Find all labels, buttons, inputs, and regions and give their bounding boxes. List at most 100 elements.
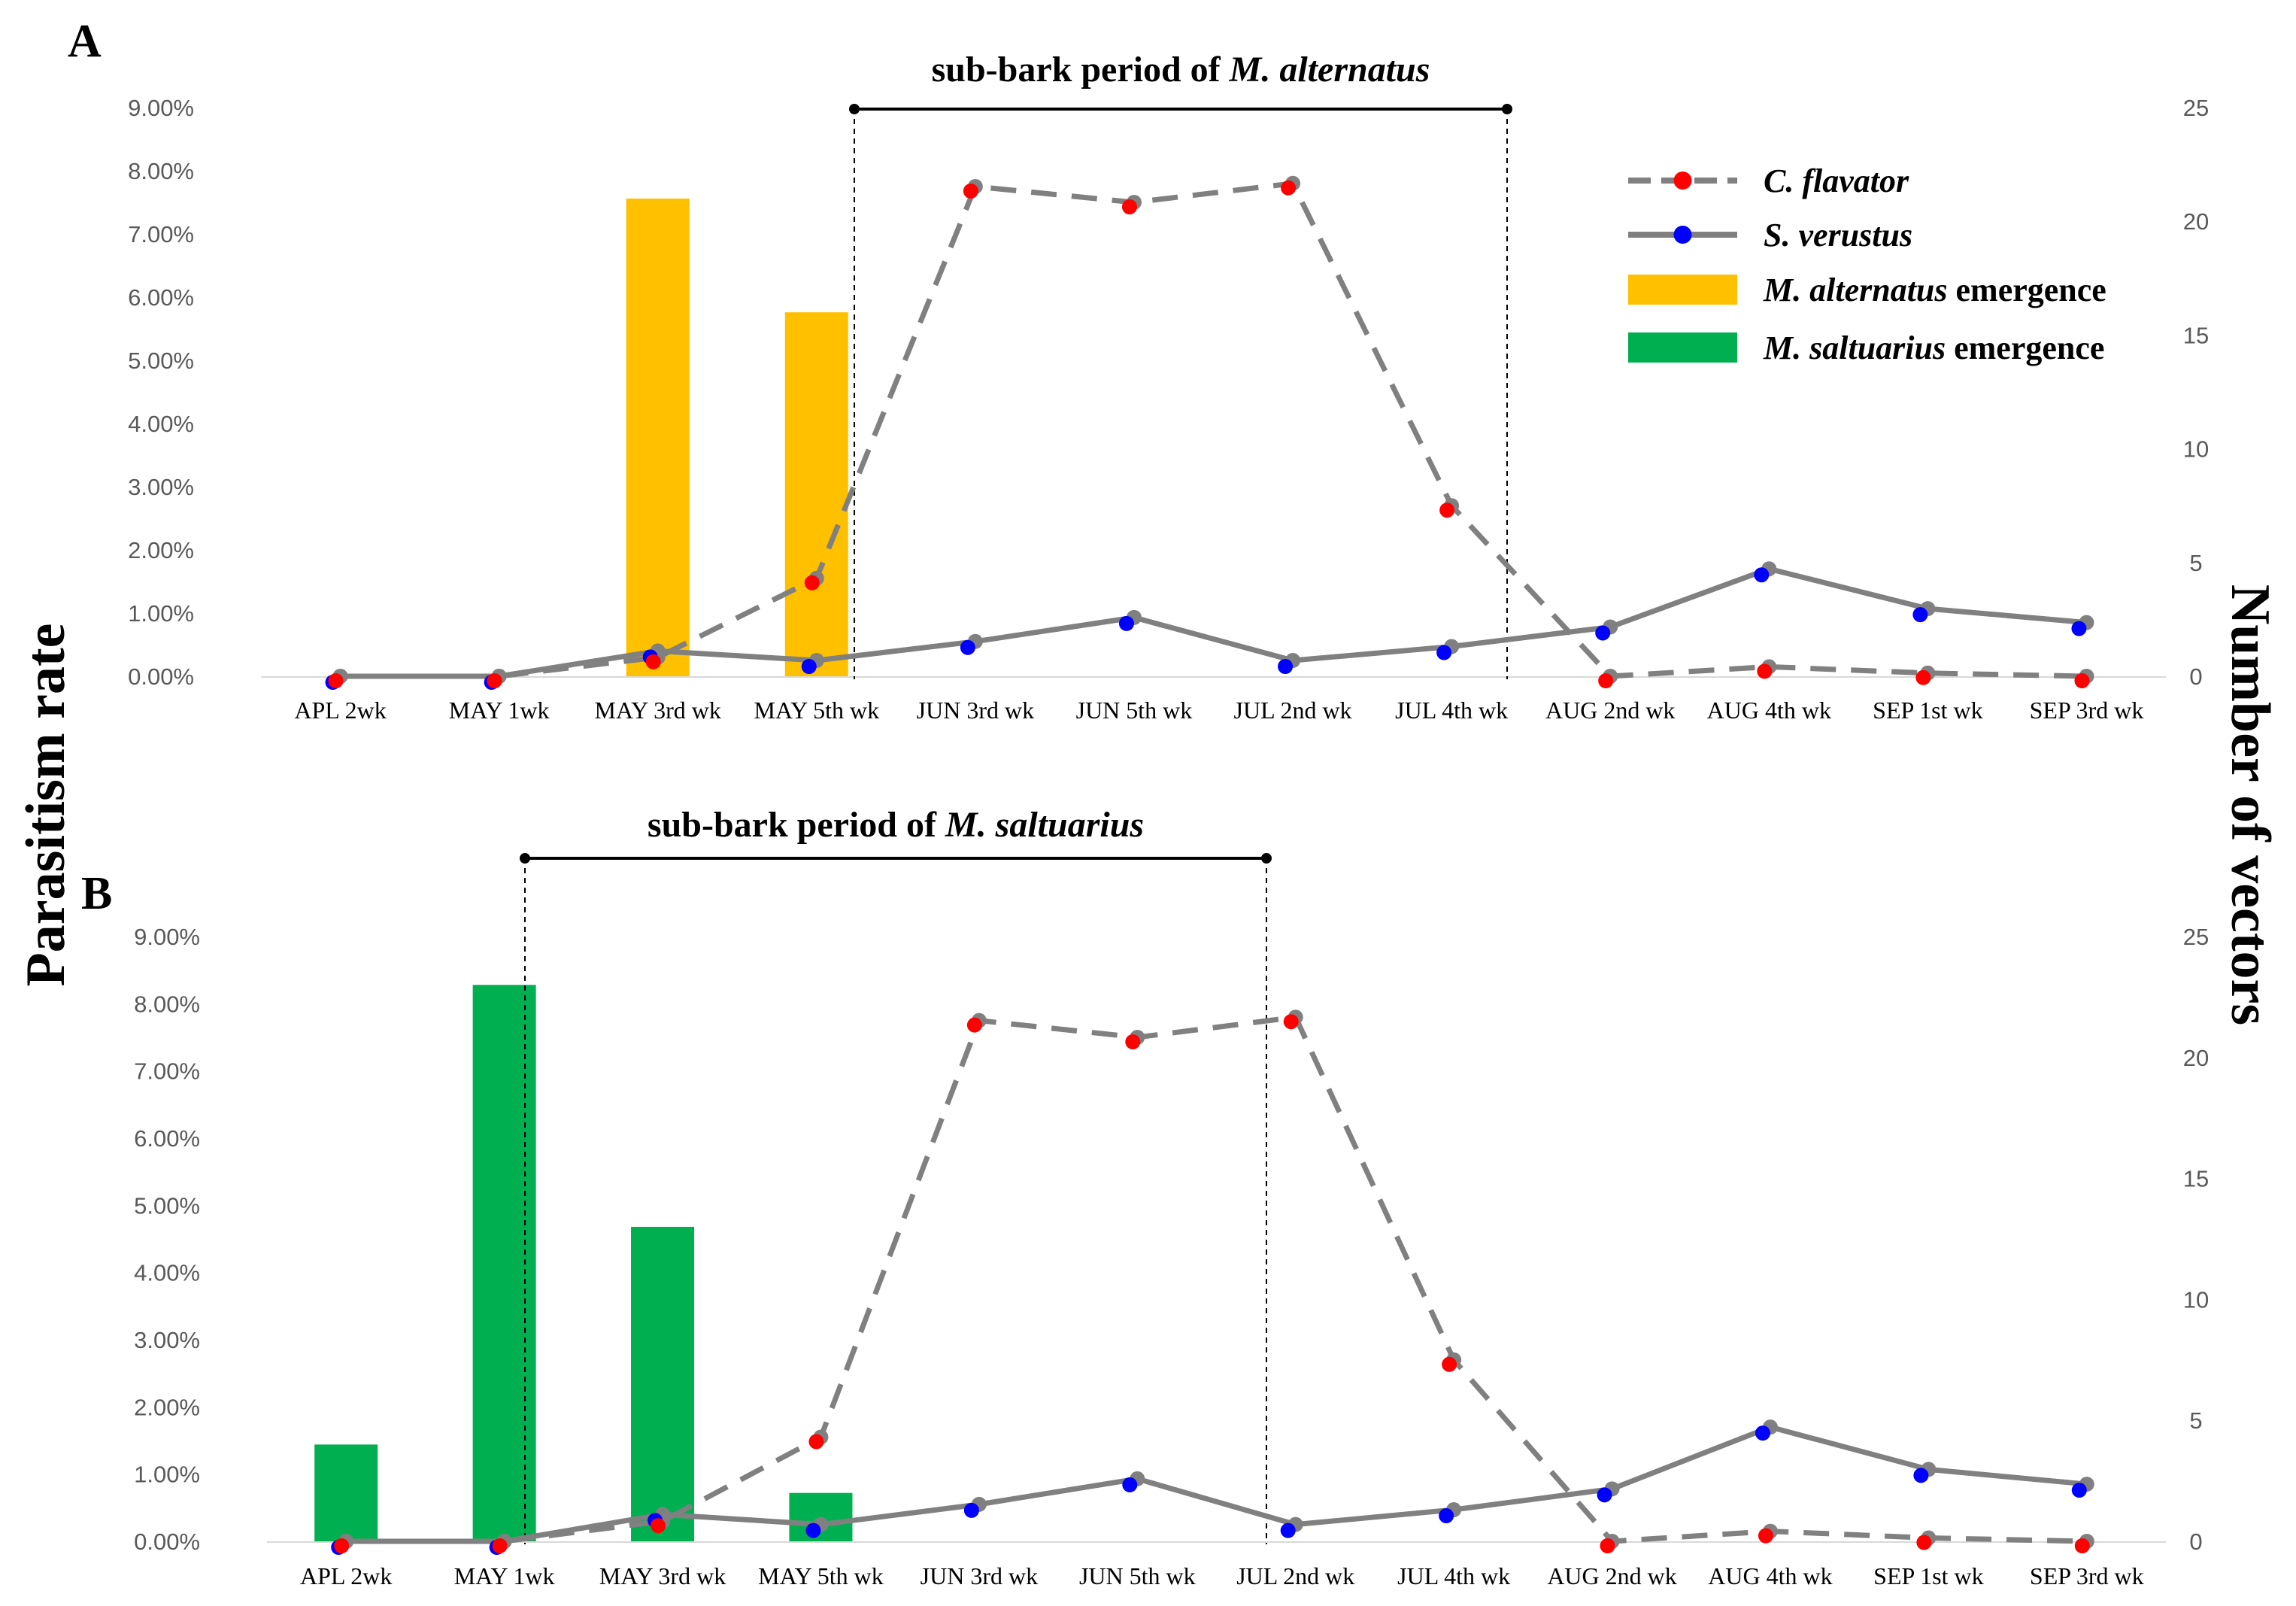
panel-a-c-flavator-point <box>1598 673 1614 688</box>
panel-a-c-flavator-line <box>340 181 2087 679</box>
panel-b-x-tick-label: MAY 1wk <box>454 1562 555 1589</box>
panel-a-period-label: sub-bark period of M. alternatus <box>932 50 1430 90</box>
panel-b-x-tick-label: AUG 4th wk <box>1708 1562 1832 1589</box>
panel-a-c-flavator-point <box>487 673 502 688</box>
panel-b-x-tick-label: MAY 3rd wk <box>599 1562 726 1589</box>
panel-a-y-right-tick: 20 <box>2183 208 2209 235</box>
panel-b-y-right-tick: 15 <box>2183 1166 2209 1192</box>
panel-b-x-tick-label: SEP 1st wk <box>1873 1562 1983 1589</box>
panel-b-c-flavator-point <box>334 1538 350 1553</box>
panel-a-c-flavator-point <box>1281 180 1297 196</box>
legend: C. flavator S. verustus M. alternatus emer… <box>1628 162 2106 366</box>
panel-a-x-tick-label: JUN 5th wk <box>1076 697 1193 724</box>
panel-a-c-flavator-point <box>1121 199 1137 214</box>
panel-a-s-verustus-point <box>1278 659 1294 674</box>
panel-a-s-verustus-point <box>801 659 817 674</box>
panel-a-x-tick-label: MAY 5th wk <box>754 697 880 724</box>
panel-a-emergence-bar <box>626 198 690 677</box>
panel-a-s-verustus-point <box>1912 607 1928 623</box>
panel-a-s-verustus-line <box>340 566 2087 679</box>
panel-b-x-tick-label: JUN 3rd wk <box>921 1562 1038 1589</box>
panel-b-c-flavator-point <box>1916 1535 1932 1550</box>
panel-a-y-left-tick: 2.00% <box>128 537 194 563</box>
legend-m-saltuarius-label: M. saltuarius emergence <box>1763 329 2104 366</box>
panel-a-s-verustus-point <box>1118 615 1134 631</box>
y-axis-right-title: Number of vectors <box>2219 584 2281 1025</box>
panel-b-c-flavator-line <box>346 1014 2087 1544</box>
panel-a-x-tick-label: AUG 2nd wk <box>1545 697 1675 724</box>
panel-b-x-tick-label: JUN 5th wk <box>1079 1562 1196 1589</box>
panel-b-s-verustus-point <box>1280 1523 1296 1538</box>
legend-s-verustus-label: S. verustus <box>1764 217 1912 253</box>
panel-a-y-left-tick: 8.00% <box>128 158 194 184</box>
panel-b-y-right-tick: 20 <box>2183 1045 2209 1071</box>
panel-a-y-left-tick: 9.00% <box>128 95 194 121</box>
panel-b: B 0.00% 1.00% 2.00% 3.00% 4.00% 5.00% 6.00% 7.0… <box>81 805 2209 1589</box>
panel-a-c-flavator-point <box>963 184 978 199</box>
panel-a-y-left-tick: 7.00% <box>128 221 194 247</box>
panel-a-x-tick-label: JUL 4th wk <box>1395 697 1508 724</box>
panel-a-c-flavator-point <box>645 654 661 669</box>
panel-a-x-tick-label: SEP 3rd wk <box>2030 697 2144 724</box>
panel-a-y-left-tick: 3.00% <box>128 474 194 500</box>
panel-b-x-tick-label: SEP 3rd wk <box>2030 1562 2144 1589</box>
panel-b-y-left-tick: 2.00% <box>134 1394 200 1420</box>
panel-a-s-verustus-point <box>1595 625 1611 641</box>
panel-a-x-tick-label: JUL 2nd wk <box>1234 697 1352 724</box>
panel-a-x-tick-label: MAY 3rd wk <box>595 697 721 724</box>
panel-b-x-tick-label: JUL 4th wk <box>1397 1562 1510 1589</box>
panel-a-c-flavator-point <box>1439 502 1455 518</box>
panel-b-s-verustus-point <box>1755 1425 1770 1441</box>
panel-a-c-flavator-point <box>1915 669 1931 685</box>
panel-b-s-verustus-point <box>1913 1468 1929 1483</box>
panel-b-y-left-tick: 7.00% <box>134 1058 200 1085</box>
panel-b-y-left-tick: 5.00% <box>134 1192 200 1219</box>
panel-a-y-right-tick: 0 <box>2189 663 2202 690</box>
panel-a-s-verustus-point <box>1436 645 1452 660</box>
panel-b-y-left-tick: 6.00% <box>134 1125 200 1152</box>
panel-b-c-flavator-point <box>1600 1538 1615 1553</box>
legend-c-flavator-label: C. flavator <box>1764 162 1909 199</box>
panel-b-letter: B <box>81 868 112 919</box>
panel-a-letter: A <box>68 16 102 67</box>
panel-b-y-right-tick: 25 <box>2183 924 2209 950</box>
panel-a-x-tick-label: MAY 1wk <box>449 697 550 724</box>
panel-b-c-flavator-point <box>651 1518 666 1534</box>
panel-a-y-right-tick: 15 <box>2183 322 2209 348</box>
panel-a-c-flavator-point <box>804 575 820 590</box>
panel-b-c-flavator-point <box>1758 1528 1773 1544</box>
panel-b-s-verustus-point <box>1597 1487 1612 1503</box>
panel-a-x-tick-label: AUG 4th wk <box>1707 697 1831 724</box>
legend-m-saltuarius-swatch <box>1628 332 1737 363</box>
panel-b-c-flavator-point <box>966 1017 982 1033</box>
panel-b-y-left-tick: 9.00% <box>134 924 200 950</box>
panel-a-c-flavator-point <box>328 673 344 688</box>
panel-b-c-flavator-point <box>1283 1014 1299 1030</box>
panel-b-s-verustus-point <box>805 1523 821 1538</box>
panel-a-s-verustus-point <box>2071 621 2087 636</box>
panel-a-s-verustus-point <box>960 639 975 655</box>
panel-a-emergence-bar <box>784 312 848 676</box>
panel-b-c-flavator-point <box>808 1434 824 1450</box>
panel-b-y-left-tick: 3.00% <box>134 1327 200 1353</box>
panel-b-x-tick-label: JUL 2nd wk <box>1236 1562 1354 1589</box>
panel-b-y-left-tick: 8.00% <box>134 991 200 1017</box>
panel-b-s-verustus-point <box>1122 1477 1138 1492</box>
panel-b-x-tick-label: APL 2wk <box>300 1562 392 1589</box>
panel-a-x-tick-label: APL 2wk <box>294 697 386 724</box>
panel-b-y-left-tick: 1.00% <box>134 1462 200 1488</box>
panel-a-y-right-tick: 10 <box>2183 436 2209 463</box>
panel-b-emergence-bar <box>314 1444 378 1541</box>
legend-m-alternatus-label: M. alternatus emergence <box>1763 272 2106 308</box>
panel-b-y-left-tick: 4.00% <box>134 1260 200 1286</box>
panel-b-y-right-tick: 0 <box>2189 1529 2202 1555</box>
panel-b-x-tick-label: AUG 2nd wk <box>1547 1562 1676 1589</box>
panel-a: A 0.00% 1.00% 2.00% 3.00% 4.00% 5.00% 6.00% 7.0… <box>68 16 2209 724</box>
panel-a-s-verustus-point <box>1754 567 1770 583</box>
legend-c-flavator-marker <box>1673 172 1692 190</box>
panel-b-s-verustus-point <box>2071 1483 2087 1498</box>
panel-b-c-flavator-point <box>2074 1538 2090 1553</box>
panel-a-c-flavator-point <box>1757 663 1773 679</box>
legend-s-verustus-marker <box>1673 226 1692 244</box>
